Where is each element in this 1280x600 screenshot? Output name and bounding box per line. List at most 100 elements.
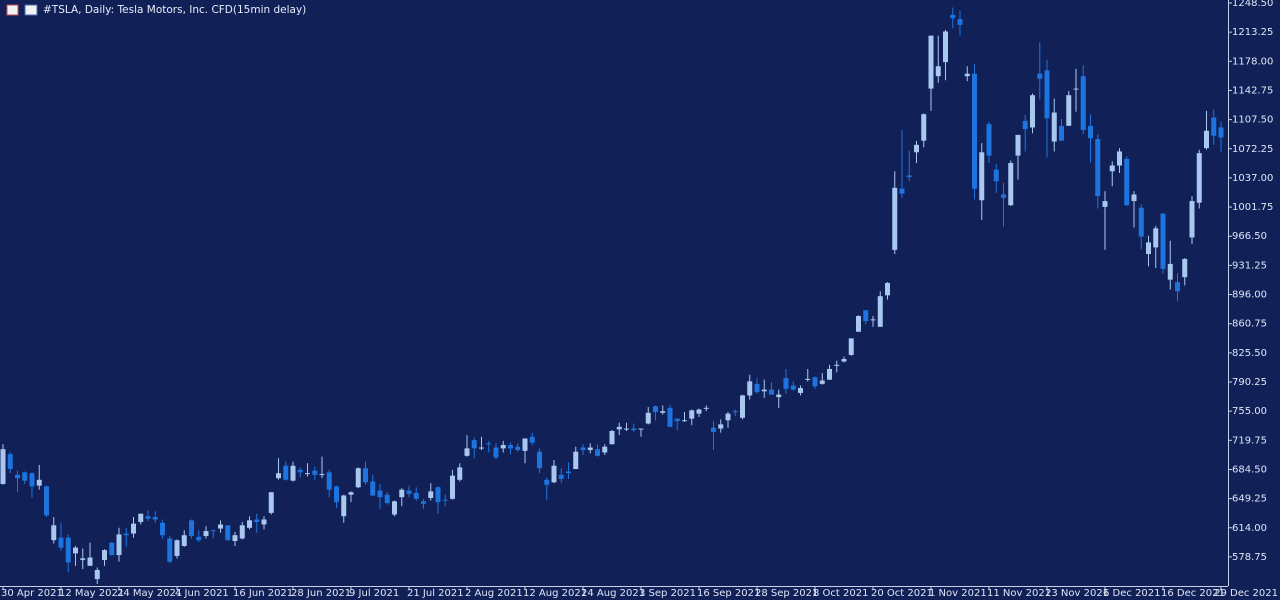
candle-body xyxy=(1124,158,1130,206)
candle-body xyxy=(1095,139,1101,197)
candle-body xyxy=(747,381,753,396)
candle-body xyxy=(914,144,919,153)
candle-body xyxy=(776,394,782,398)
candle-body xyxy=(689,410,695,419)
candle-body xyxy=(515,446,521,451)
y-tick-label: 896.00 xyxy=(1232,290,1267,301)
candle-body xyxy=(1196,153,1202,203)
y-tick-label: 1178.00 xyxy=(1232,56,1273,67)
candle-body xyxy=(805,378,811,380)
candle-body xyxy=(587,447,593,451)
candle-body xyxy=(276,473,281,479)
candle-body xyxy=(355,468,361,488)
candle-body xyxy=(406,490,412,494)
y-tick-label: 1142.75 xyxy=(1232,85,1273,96)
candle-body xyxy=(87,557,93,566)
candle-body xyxy=(0,449,6,484)
candle-body xyxy=(1073,88,1079,90)
candle-body xyxy=(754,383,760,393)
candle-body xyxy=(964,73,970,77)
candle-body xyxy=(827,368,832,380)
candle-body xyxy=(1131,194,1137,202)
x-tick-label: 1 Nov 2021 xyxy=(929,588,987,599)
candle-body xyxy=(283,465,289,480)
candle-body xyxy=(94,569,100,580)
x-tick-label: 2 Aug 2021 xyxy=(465,588,523,599)
x-tick-label: 3 Sep 2021 xyxy=(639,588,696,599)
candle-body xyxy=(1218,127,1224,138)
x-tick-label: 24 Aug 2021 xyxy=(581,588,645,599)
candle-body xyxy=(1044,70,1050,119)
x-tick-label: 16 Dec 2021 xyxy=(1161,588,1225,599)
x-tick-label: 11 Nov 2021 xyxy=(987,588,1051,599)
candle-body xyxy=(1146,242,1151,255)
y-tick-label: 1072.25 xyxy=(1232,144,1273,155)
candle-body xyxy=(65,537,71,563)
candle-body xyxy=(645,412,651,424)
x-tick-label: 24 May 2021 xyxy=(117,588,182,599)
candle-body xyxy=(464,448,470,456)
candle-body xyxy=(696,409,702,414)
candle-body xyxy=(544,479,550,485)
candle-body xyxy=(109,542,115,556)
candle-body xyxy=(1080,76,1086,130)
chart-title: #TSLA, Daily: Tesla Motors, Inc. CFD(15m… xyxy=(43,4,306,16)
candle-body xyxy=(435,487,441,503)
candle-body xyxy=(1066,95,1072,126)
y-tick-label: 1107.50 xyxy=(1232,115,1273,126)
candle-body xyxy=(602,446,608,453)
candle-body xyxy=(790,385,796,390)
y-tick-label: 578.75 xyxy=(1232,552,1267,563)
candle-body xyxy=(899,188,905,194)
candle-body xyxy=(1117,151,1122,166)
candle-body xyxy=(421,501,426,504)
candle-body xyxy=(935,66,941,77)
candle-body xyxy=(232,535,238,542)
candle-body xyxy=(312,470,318,475)
candle-body xyxy=(1008,163,1014,206)
y-tick-label: 649.25 xyxy=(1232,494,1267,505)
symbol-icon xyxy=(6,4,19,16)
y-tick-label: 1248.50 xyxy=(1232,0,1273,9)
x-tick-label: 12 Aug 2021 xyxy=(523,588,587,599)
candle-body xyxy=(551,465,557,483)
candle-body xyxy=(595,449,600,456)
candle-body xyxy=(522,438,528,451)
candle-body xyxy=(508,445,513,449)
candle-body xyxy=(732,411,738,413)
candle-body xyxy=(102,550,107,561)
candle-body xyxy=(36,479,42,486)
candle-body xyxy=(798,387,803,393)
y-tick-label: 966.50 xyxy=(1232,231,1267,242)
x-tick-label: 28 Sep 2021 xyxy=(755,588,818,599)
candle-body xyxy=(145,516,151,519)
candle-body xyxy=(486,443,492,445)
candle-body xyxy=(863,310,869,321)
x-tick-label: 12 May 2021 xyxy=(59,588,124,599)
candle-body xyxy=(631,428,637,431)
candle-body xyxy=(203,531,209,537)
candle-body xyxy=(363,468,368,483)
candle-body xyxy=(261,519,267,525)
x-tick-label: 16 Sep 2021 xyxy=(697,588,760,599)
x-tick-label: 8 Oct 2021 xyxy=(813,588,868,599)
candle-body xyxy=(1088,125,1093,139)
y-tick-label: 1213.25 xyxy=(1232,27,1273,38)
candle-body xyxy=(326,472,332,490)
candle-body xyxy=(123,533,129,536)
candle-body xyxy=(225,525,231,541)
candle-body xyxy=(22,472,28,481)
candle-body xyxy=(1001,194,1006,198)
candle-body xyxy=(377,490,383,498)
candle-body xyxy=(1167,263,1173,280)
candle-body xyxy=(993,169,999,182)
candle-body xyxy=(558,474,564,479)
candle-body xyxy=(290,465,296,481)
candle-body xyxy=(537,451,542,469)
candle-body xyxy=(116,534,122,556)
candle-body xyxy=(457,467,463,480)
candle-body xyxy=(870,319,876,321)
candle-body xyxy=(841,359,847,362)
candle-body xyxy=(152,517,158,520)
candle-body xyxy=(877,296,883,327)
